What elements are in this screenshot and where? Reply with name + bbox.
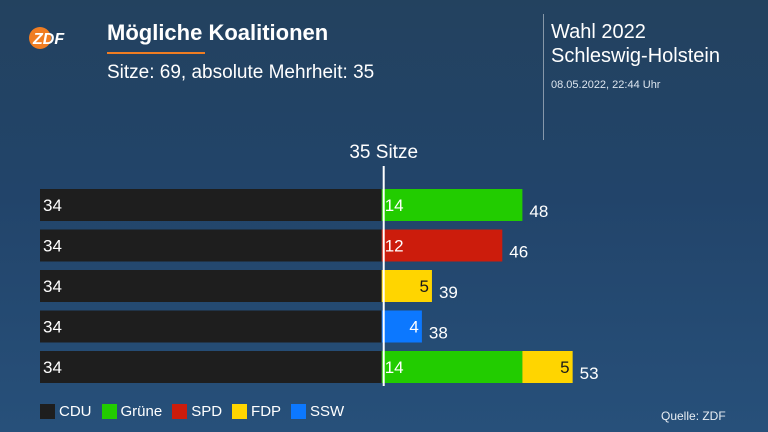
- segment-label-cdu: 34: [43, 196, 62, 215]
- majority-label: 35 Sitze: [349, 142, 418, 163]
- legend-swatch-cdu: [40, 404, 55, 419]
- legend-item-cdu: CDU: [40, 403, 92, 420]
- header-divider: [543, 14, 544, 140]
- source-note: Quelle: ZDF: [661, 409, 726, 423]
- row-total-label: 46: [509, 243, 528, 262]
- legend-label-fdp: FDP: [251, 403, 282, 420]
- segment-label-cdu: 34: [43, 237, 62, 256]
- page-subtitle: Sitze: 69, absolute Mehrheit: 35: [107, 62, 375, 83]
- row-total-label: 48: [529, 202, 548, 221]
- legend-label-spd: SPD: [191, 403, 223, 420]
- legend-label-cdu: CDU: [59, 403, 92, 420]
- row-total-label: 53: [580, 364, 599, 383]
- bar-segment-cdu: [40, 270, 382, 302]
- segment-label-cdu: 34: [43, 277, 62, 296]
- svg-text:ZDF: ZDF: [32, 31, 65, 48]
- bar-segment-fdp: [381, 270, 432, 302]
- bar-segment-spd: [381, 229, 503, 262]
- segment-label-gruene: 14: [385, 358, 404, 377]
- election-info: Wahl 2022 Schleswig-Holstein: [551, 20, 720, 68]
- segment-label-gruene: 14: [385, 196, 404, 215]
- election-name: Wahl 2022: [551, 21, 646, 43]
- row-total-label: 38: [429, 324, 448, 343]
- bar-segment-gruene: [381, 189, 523, 221]
- legend-swatch-ssw: [291, 404, 307, 419]
- segment-label-fdp: 5: [560, 358, 569, 377]
- page-title: Mögliche Koalitionen: [107, 20, 329, 45]
- timestamp: 08.05.2022, 22:44 Uhr: [551, 79, 661, 91]
- election-region: Schleswig-Holstein: [551, 45, 720, 67]
- legend-swatch-spd: [172, 404, 188, 419]
- segment-label-fdp: 5: [419, 277, 428, 296]
- legend-label-gruene: Grüne: [120, 403, 163, 420]
- zdf-logo: ZDF: [28, 26, 80, 50]
- title-underline: [107, 52, 205, 54]
- legend-item-spd: SPD: [172, 403, 222, 420]
- bar-segment-cdu: [40, 310, 382, 343]
- segment-label-ssw: 4: [409, 318, 418, 337]
- legend-swatch-gruene: [101, 404, 117, 419]
- legend-label-ssw: SSW: [310, 403, 345, 420]
- segment-label-spd: 12: [385, 237, 404, 256]
- legend-swatch-fdp: [232, 404, 248, 419]
- segment-label-cdu: 34: [43, 358, 62, 377]
- legend-item-gruene: Grüne: [101, 403, 163, 420]
- row-total-label: 39: [439, 283, 458, 302]
- bar-segment-cdu: [40, 351, 382, 383]
- bar-segment-cdu: [40, 189, 382, 221]
- bar-segment-fdp: [522, 351, 573, 383]
- legend-item-ssw: SSW: [291, 403, 344, 420]
- zdf-logo-icon: ZDF: [29, 27, 65, 49]
- bar-segment-gruene: [381, 351, 523, 383]
- legend: CDU Grüne SPD FDP SSW: [40, 403, 354, 420]
- bar-segment-cdu: [40, 229, 382, 262]
- legend-item-fdp: FDP: [232, 403, 281, 420]
- bar-segment-ssw: [381, 310, 422, 343]
- segment-label-cdu: 34: [43, 318, 62, 337]
